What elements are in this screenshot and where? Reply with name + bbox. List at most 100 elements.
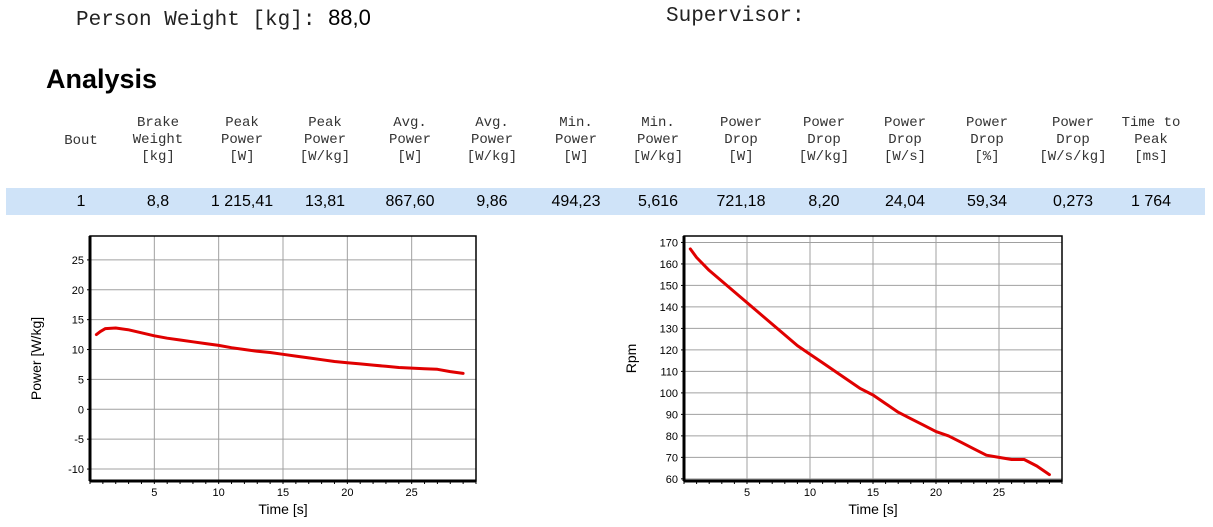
x-tick-label: 15 xyxy=(277,487,289,499)
table-cell: 8,20 xyxy=(808,193,840,210)
x-tick-label: 20 xyxy=(341,487,353,499)
column-header-line: [ms] xyxy=(1134,149,1168,165)
column-header-line: [W/s] xyxy=(883,149,926,165)
y-tick-label: 100 xyxy=(660,388,678,400)
table-cell: 5,616 xyxy=(637,193,679,210)
column-header-line: [W] xyxy=(229,149,255,165)
column-header-line: Min. xyxy=(559,115,593,131)
column-header-line: [W/s/kg] xyxy=(1039,149,1107,165)
y-tick-label: 25 xyxy=(72,255,84,267)
column-header-line: [W/kg] xyxy=(299,149,351,165)
table-cell: 494,23 xyxy=(551,193,601,210)
column-header: Avg. Power [W] xyxy=(365,115,455,166)
column-header-line: [W] xyxy=(728,149,754,165)
table-row[interactable] xyxy=(6,188,1205,215)
column-header-line: Power xyxy=(802,115,845,131)
power-chart: 5 10 15 20 25 -10 -5 0 5 10 15 20 25 Time [s] Power [W… xyxy=(28,235,477,517)
series-line xyxy=(688,247,1051,477)
column-header-line: [W/kg] xyxy=(798,149,850,165)
column-header-line: Power xyxy=(220,132,263,148)
column-header-line: [kg] xyxy=(141,149,175,165)
y-tick-label: -10 xyxy=(68,464,84,476)
y-tick-label: -5 xyxy=(74,434,84,446)
column-header-line: Power xyxy=(965,115,1008,131)
column-header-line: Power xyxy=(554,132,597,148)
person-weight-label: Person Weight [kg]: xyxy=(76,9,316,32)
column-header-line: Avg. xyxy=(475,115,509,131)
supervisor-label: Supervisor: xyxy=(666,5,805,28)
table-cell: 59,34 xyxy=(966,193,1008,210)
table-cell: 1 xyxy=(76,193,86,210)
y-tick-label: 70 xyxy=(666,452,678,464)
y-tick-label: 10 xyxy=(72,345,84,357)
person-weight-field: Person Weight [kg]: 88,0 xyxy=(76,5,371,32)
column-header-line: Peak xyxy=(225,115,259,131)
column-header-line: Power xyxy=(388,132,431,148)
x-tick-label: 25 xyxy=(406,487,418,499)
column-header: Time to Peak [ms] xyxy=(1106,115,1196,166)
column-header-line: [%] xyxy=(974,149,1000,165)
rpm-chart: 5 10 15 20 25 60 70 80 90 100 110 120 130 140 150 160 17… xyxy=(623,235,1063,517)
series-line xyxy=(94,326,465,375)
y-tick-label: 150 xyxy=(660,280,678,292)
y-axis-label: Rpm xyxy=(623,344,639,374)
x-tick-label: 20 xyxy=(930,487,942,499)
table-cell: 721,18 xyxy=(716,193,766,210)
column-header-line: Drop xyxy=(970,132,1004,148)
y-tick-label: 90 xyxy=(666,409,678,421)
column-header-line: Weight xyxy=(132,132,184,148)
column-header-line: Bout xyxy=(64,133,98,149)
table-cell: 1 215,41 xyxy=(210,193,274,210)
y-tick-label: 60 xyxy=(666,474,678,486)
column-header: Power Drop [W/kg] xyxy=(779,115,869,166)
column-header-line: Peak xyxy=(1134,132,1168,148)
table-cell: 8,8 xyxy=(146,193,170,210)
y-tick-label: 15 xyxy=(72,315,84,327)
column-header: Brake Weight [kg] xyxy=(113,115,203,166)
x-tick-label: 5 xyxy=(151,487,157,499)
column-header-line: Peak xyxy=(308,115,342,131)
column-header-line: Brake xyxy=(136,115,179,131)
column-header-line: Power xyxy=(883,115,926,131)
column-header-line: Power xyxy=(303,132,346,148)
column-header: Bout xyxy=(36,133,126,150)
table-cell: 9,86 xyxy=(476,193,508,210)
column-header-line: Avg. xyxy=(393,115,427,131)
table-cell: 24,04 xyxy=(884,193,926,210)
column-header-line: [W/kg] xyxy=(632,149,684,165)
column-header: Power Drop [%] xyxy=(942,115,1032,166)
column-header-line: Power xyxy=(470,132,513,148)
column-header-line: [W/kg] xyxy=(466,149,518,165)
column-header-line: Drop xyxy=(1056,132,1090,148)
y-tick-label: 80 xyxy=(666,431,678,443)
column-header-line: [W] xyxy=(563,149,589,165)
column-header: Power Drop [W] xyxy=(696,115,786,166)
column-header: Min. Power [W/kg] xyxy=(613,115,703,166)
y-tick-label: 160 xyxy=(660,259,678,271)
y-tick-label: 110 xyxy=(660,366,678,378)
column-header-line: Min. xyxy=(641,115,675,131)
table-cell: 13,81 xyxy=(304,193,346,210)
column-header-line: [W] xyxy=(397,149,423,165)
x-tick-label: 10 xyxy=(213,487,225,499)
y-tick-label: 20 xyxy=(72,285,84,297)
table-cell: 1 764 xyxy=(1130,193,1172,210)
y-axis-label: Power [W/kg] xyxy=(28,317,44,400)
y-tick-label: 120 xyxy=(660,345,678,357)
column-header-line: Drop xyxy=(807,132,841,148)
x-tick-label: 10 xyxy=(804,487,816,499)
column-header: Avg. Power [W/kg] xyxy=(447,115,537,166)
column-header: Peak Power [W/kg] xyxy=(280,115,370,166)
column-header-line: Power xyxy=(719,115,762,131)
column-header-line: Drop xyxy=(724,132,758,148)
column-header: Peak Power [W] xyxy=(197,115,287,166)
x-tick-label: 25 xyxy=(993,487,1005,499)
y-tick-label: 170 xyxy=(660,237,678,249)
column-header: Power Drop [W/s/kg] xyxy=(1028,115,1118,166)
x-axis-label: Time [s] xyxy=(848,501,897,517)
x-tick-label: 15 xyxy=(867,487,879,499)
column-header-line: Drop xyxy=(888,132,922,148)
y-tick-label: 0 xyxy=(78,404,84,416)
x-tick-label: 5 xyxy=(744,487,750,499)
x-axis-label: Time [s] xyxy=(258,501,307,517)
